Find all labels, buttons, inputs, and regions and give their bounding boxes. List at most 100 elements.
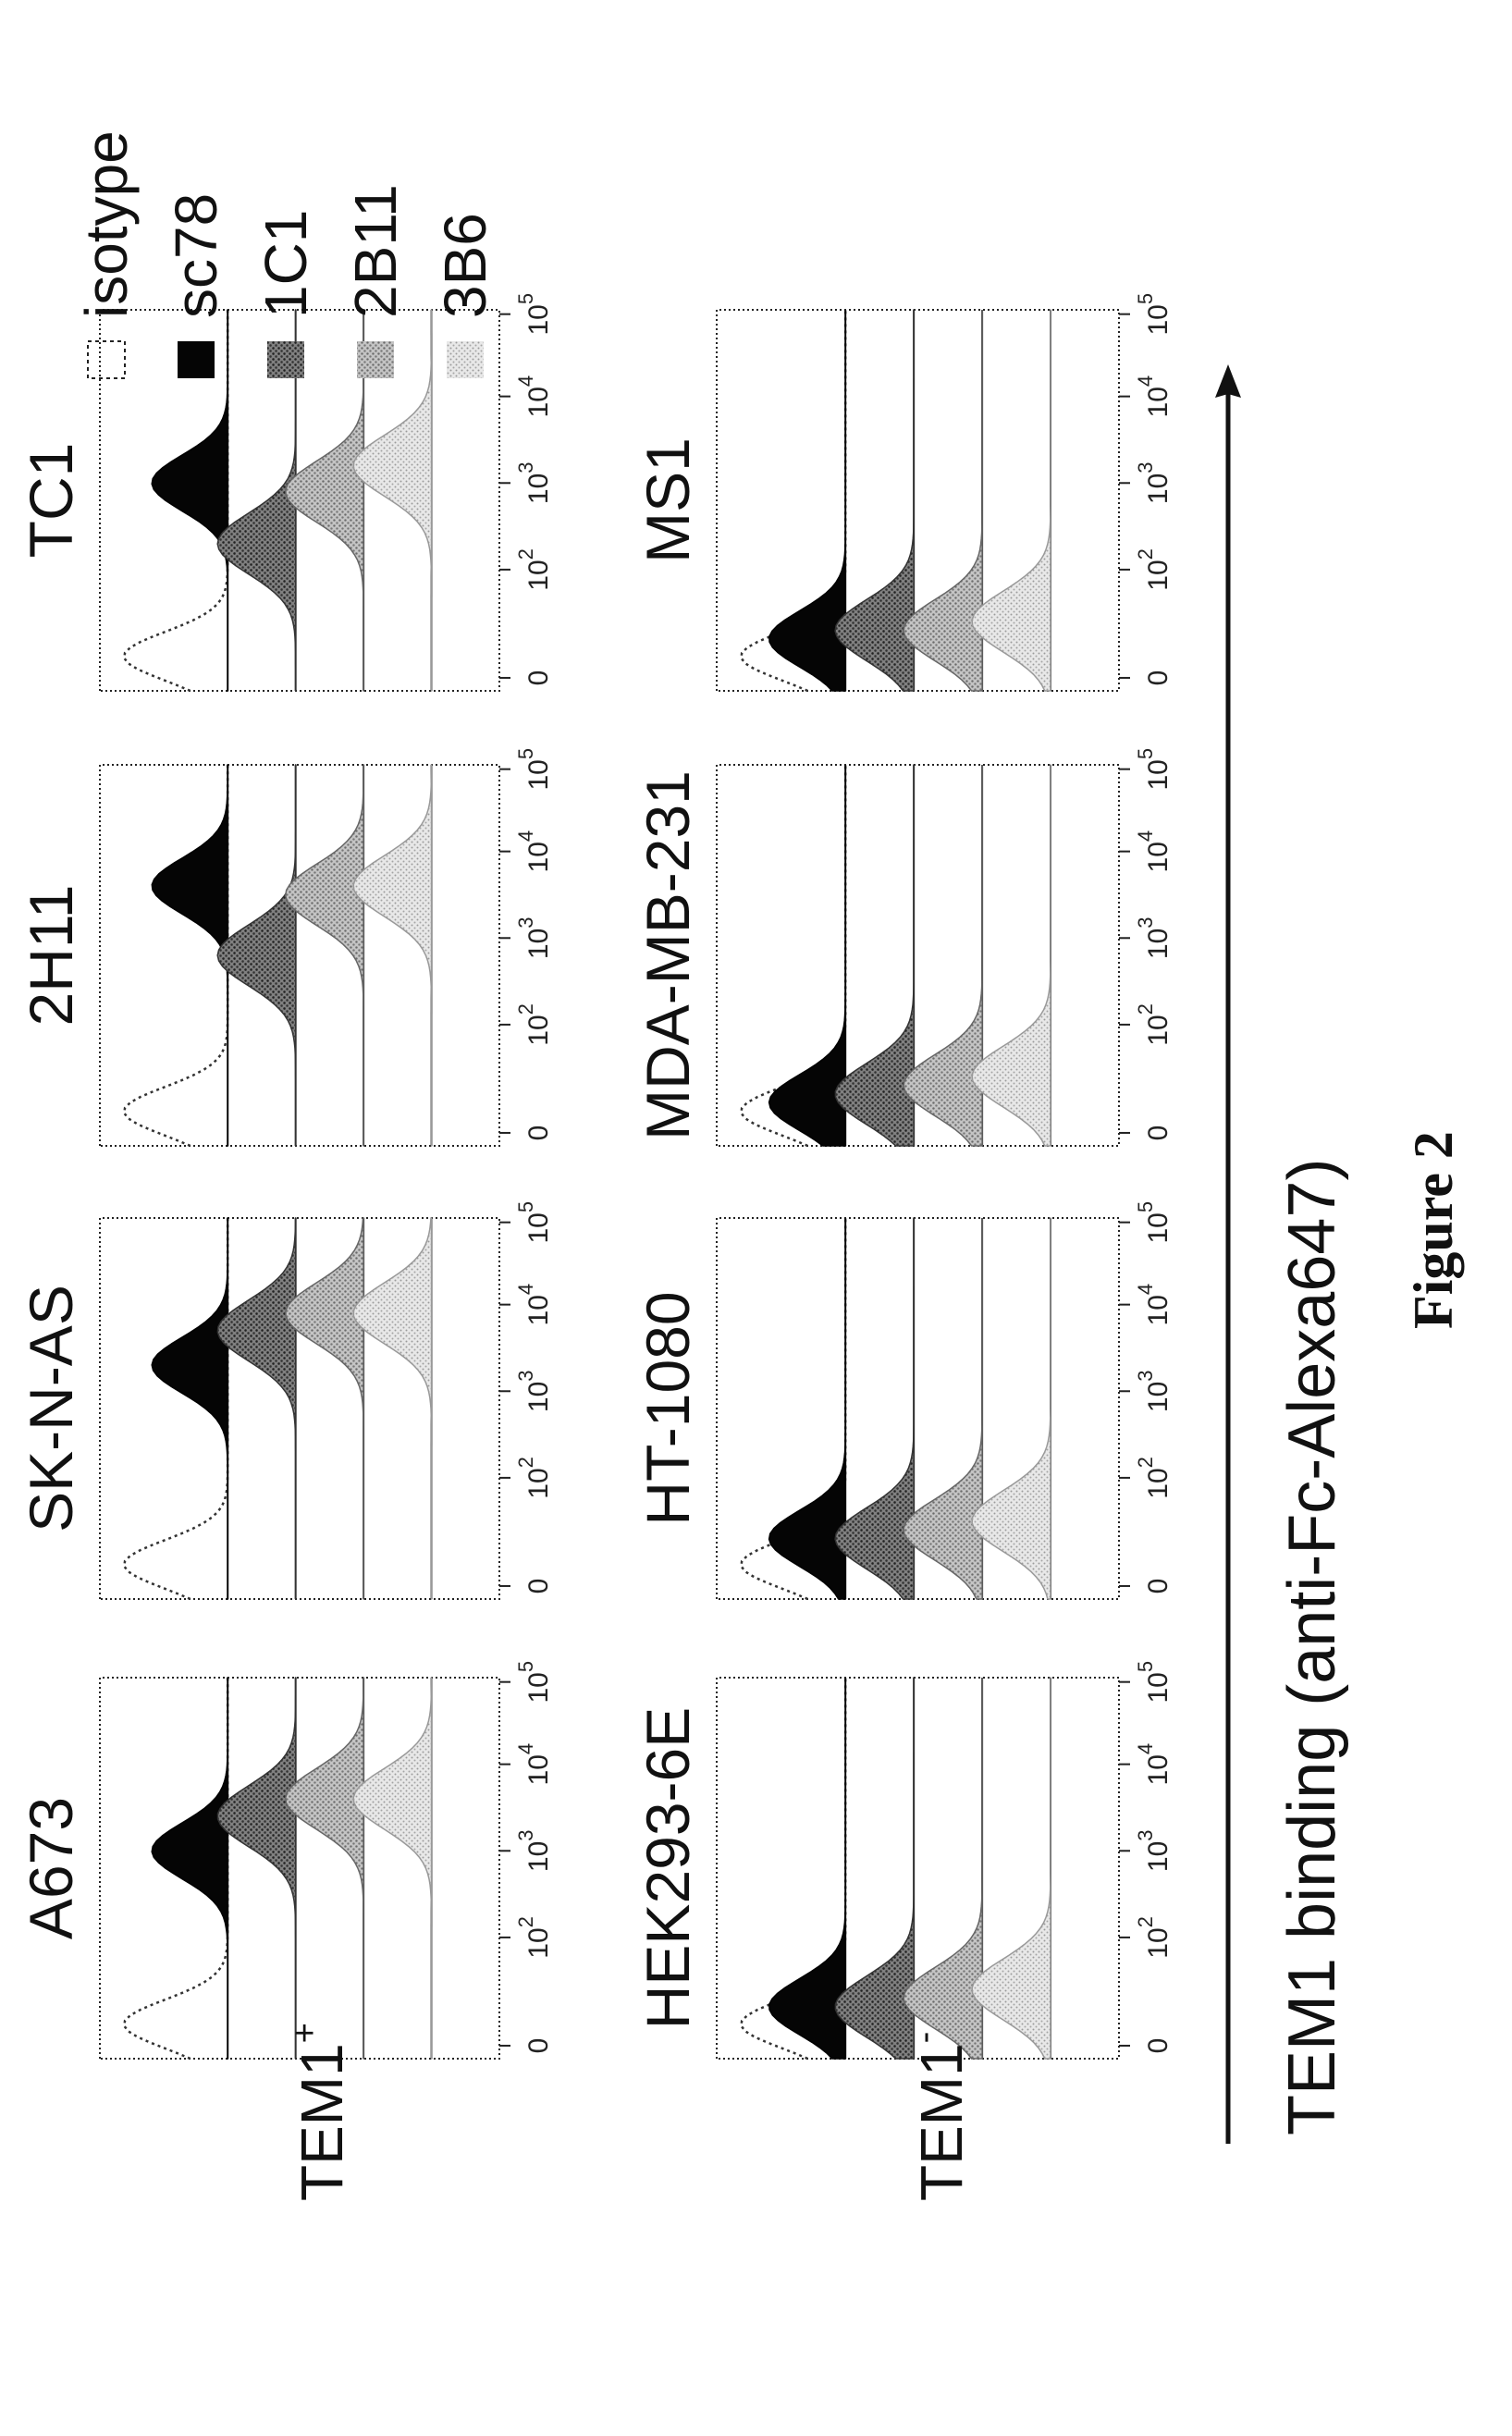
tick-label: 0: [523, 671, 554, 686]
series-2b11: [903, 1218, 983, 1600]
panel-ms1: MS1 0 102 103 104 105: [633, 293, 1174, 693]
legend-item-isotype: isotype: [73, 130, 140, 379]
axis-label: TEM1 binding (anti-Fc-Alexa647): [1275, 1159, 1349, 2135]
legend-swatch-2b11: [357, 341, 394, 378]
tick-label: 103: [514, 1370, 554, 1412]
legend-swatch-1c1: [267, 341, 304, 378]
tick-label: 102: [514, 1457, 554, 1499]
legend-item-1c1: 1C1: [252, 210, 319, 378]
series-sc78: [768, 310, 846, 692]
panel-ht-1080: HT-1080 0 102 103 104 105: [633, 1201, 1174, 1601]
tick-label: 104: [514, 1743, 554, 1786]
series-sc78: [768, 1678, 846, 2060]
series-sc78: [768, 1218, 846, 1600]
tick-label: 103: [1134, 1370, 1174, 1412]
series-1c1: [834, 1217, 915, 1600]
tick-label: 0: [523, 1579, 554, 1594]
tick-label: 104: [1134, 830, 1174, 873]
panel-label-a673: A673: [17, 1797, 85, 1939]
tick-label: 105: [514, 1201, 554, 1244]
series-3b6: [971, 309, 1051, 692]
tick-label: 105: [1134, 748, 1174, 791]
panel-frame: [716, 1217, 1120, 1600]
tick-label: 105: [1134, 293, 1174, 336]
series-3b6: [352, 764, 433, 1147]
series-1c1: [216, 1217, 297, 1600]
tick-label: 102: [1134, 1916, 1174, 1959]
panel-label-hek293-6e: HEK293-6E: [633, 1707, 702, 2030]
panel-a673: A673 0 102 103 104 105: [17, 1661, 554, 2061]
tick-label: 102: [1134, 548, 1174, 591]
tick-label: 102: [514, 1003, 554, 1046]
series-1c1: [834, 309, 915, 692]
tick-label: 105: [514, 748, 554, 791]
tick-label: 0: [523, 2038, 554, 2054]
legend-item-3b6: 3B6: [432, 213, 498, 378]
series-2b11: [284, 764, 364, 1147]
tick-label: 104: [514, 1284, 554, 1326]
panel-hek293-6e: HEK293-6E 0 102 103 104 105: [633, 1661, 1174, 2061]
tick-label: 0: [1143, 1579, 1174, 1594]
legend-item-sc78: sc78: [163, 193, 229, 378]
legend-label-2b11: 2B11: [342, 184, 409, 318]
panel-frame: [716, 309, 1120, 692]
series-sc78: [151, 1677, 228, 2060]
row-label-tem1-negative: TEM1-: [905, 2032, 975, 2201]
panel-label-2h11: 2H11: [17, 885, 85, 1027]
tick-label: 105: [514, 293, 554, 336]
series-2b11: [903, 310, 983, 692]
panel-label-sk-n-as: SK-N-AS: [17, 1285, 85, 1532]
figure-title: Figure 2: [1403, 1131, 1464, 1329]
series-1c1: [834, 1677, 915, 2060]
series-1c1: [216, 1677, 297, 2060]
panel-frame: [99, 309, 500, 692]
series-3b6: [971, 1677, 1051, 2060]
series-2b11: [903, 1678, 983, 2060]
series-2b11: [903, 765, 983, 1147]
tick-label: 102: [1134, 1003, 1174, 1046]
tick-label: 0: [1143, 2038, 1174, 2054]
tick-label: 0: [1143, 671, 1174, 686]
tick-label: 102: [514, 1916, 554, 1959]
legend-label-3b6: 3B6: [432, 213, 498, 318]
series-3b6: [971, 1217, 1051, 1600]
series-3b6: [352, 1217, 433, 1600]
panel-mda-mb-231: MDA-MB-231 0 102 103 104 105: [633, 748, 1174, 1148]
tick-label: 103: [514, 1829, 554, 1872]
legend-label-sc78: sc78: [163, 193, 229, 318]
tick-label: 103: [1134, 1829, 1174, 1872]
tick-label: 103: [514, 461, 554, 504]
tick-label: 0: [523, 1126, 554, 1141]
series-sc78: [768, 765, 846, 1147]
tick-label: 104: [1134, 1743, 1174, 1786]
tick-label: 105: [1134, 1201, 1174, 1244]
tick-label: 0: [1143, 1126, 1174, 1141]
legend-label-isotype: isotype: [73, 130, 140, 318]
tick-label: 104: [514, 375, 554, 418]
panel-sk-n-as: SK-N-AS 0 102 103 104 105: [17, 1201, 554, 1601]
series-2b11: [285, 1217, 364, 1600]
tick-label: 103: [1134, 917, 1174, 959]
tick-label: 105: [1134, 1661, 1174, 1704]
series-sc78: [151, 1217, 228, 1600]
legend-item-2b11: 2B11: [342, 184, 409, 378]
panel-label-ms1: MS1: [633, 437, 702, 563]
series-1c1: [216, 764, 297, 1147]
series-sc78: [151, 309, 228, 692]
series-3b6: [971, 764, 1051, 1147]
series-2b11: [285, 1677, 364, 2060]
panel-label-mda-mb-231: MDA-MB-231: [633, 770, 702, 1140]
panel-frame: [716, 764, 1120, 1147]
tick-label: 102: [1134, 1457, 1174, 1499]
panel-2h11: 2H11 0 102 103 104 105: [17, 748, 554, 1148]
tick-label: 103: [514, 917, 554, 959]
panel-label-ht-1080: HT-1080: [633, 1291, 702, 1525]
tick-label: 103: [1134, 461, 1174, 504]
legend: isotype sc78 1C1 2B11 3B6: [73, 130, 498, 379]
legend-swatch-3b6: [447, 341, 484, 378]
tick-label: 105: [514, 1661, 554, 1704]
legend-swatch-isotype: [87, 340, 126, 379]
panel-frame: [99, 1217, 500, 1600]
panel-frame: [99, 1677, 500, 2060]
tick-label: 102: [514, 548, 554, 591]
